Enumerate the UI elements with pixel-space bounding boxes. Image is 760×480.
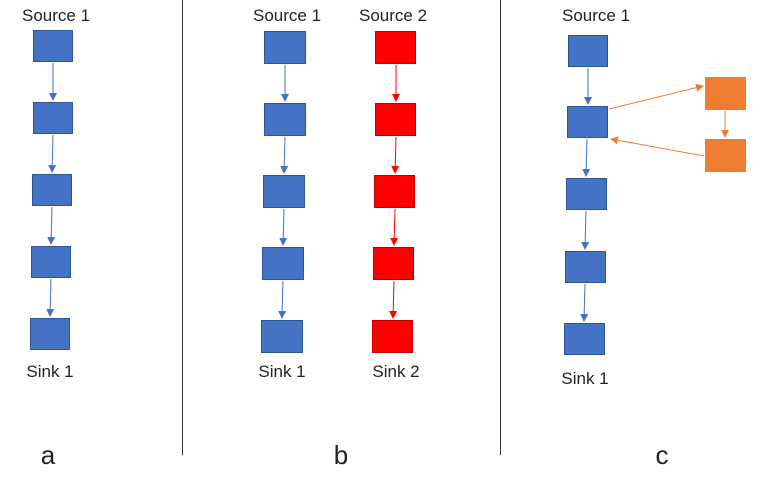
panel-c-orange-arrow-out	[608, 83, 704, 110]
panel-c-orange-node-2	[705, 139, 746, 172]
panel-b-sink1-label: Sink 1	[258, 362, 306, 381]
panel-b-red-node-5	[372, 320, 413, 353]
panel-c-arrow-2	[582, 138, 591, 177]
panel-b-blue-node-1	[264, 31, 306, 64]
panel-a-sink-label: Sink 1	[26, 362, 74, 381]
panel-divider-ab	[182, 0, 183, 455]
panel-a-node-5	[30, 318, 70, 350]
panel-c-node-5	[564, 323, 605, 355]
panel-b-blue-arrow-3	[279, 208, 288, 246]
panel-c-orange-arrow-back	[610, 136, 705, 157]
panel-b-blue-arrow-2	[280, 136, 289, 174]
panel-b-letter: b	[333, 440, 349, 470]
panel-a-arrow-3	[47, 206, 56, 245]
panel-a-arrow-4	[46, 278, 55, 317]
panel-b-blue-node-3	[263, 175, 305, 208]
panel-c-letter: c	[655, 440, 669, 470]
panel-b-source1-label: Source 1	[252, 6, 322, 25]
panel-c-arrow-3	[581, 210, 590, 250]
panel-b-blue-node-4	[262, 247, 304, 280]
panel-b-red-arrow-4	[389, 280, 398, 319]
panel-c-source-label: Source 1	[561, 6, 631, 25]
panel-b-red-node-2	[375, 103, 416, 136]
panel-a-source-label: Source 1	[21, 6, 91, 25]
panel-a-node-3	[32, 174, 72, 206]
panel-b-red-node-4	[373, 247, 414, 280]
panel-a-node-4	[31, 246, 71, 278]
panel-b-red-arrow-3	[390, 208, 399, 246]
panel-a-letter: a	[40, 440, 56, 470]
panel-b-blue-node-2	[264, 103, 306, 136]
panel-c-node-3	[566, 178, 607, 210]
panel-c-node-2	[567, 106, 608, 138]
panel-a-arrow-2	[48, 134, 57, 173]
panel-a-node-1	[33, 30, 73, 62]
panel-a-node-2	[33, 102, 73, 134]
panel-c-node-1	[568, 35, 608, 67]
panel-b-source2-label: Source 2	[358, 6, 428, 25]
panel-b-red-node-3	[374, 175, 415, 208]
panel-divider-bc	[500, 0, 501, 455]
panel-b-red-node-1	[375, 31, 416, 64]
panel-b-sink2-label: Sink 2	[372, 362, 420, 381]
panel-c-sink-label: Sink 1	[561, 369, 609, 388]
panel-c-node-4	[565, 251, 606, 283]
panel-c-orange-node-1	[705, 77, 746, 110]
panel-b-blue-arrow-4	[278, 280, 287, 319]
panel-c-arrow-4	[580, 283, 589, 322]
panel-b-blue-node-5	[261, 320, 303, 353]
panel-b-red-arrow-2	[391, 136, 400, 174]
